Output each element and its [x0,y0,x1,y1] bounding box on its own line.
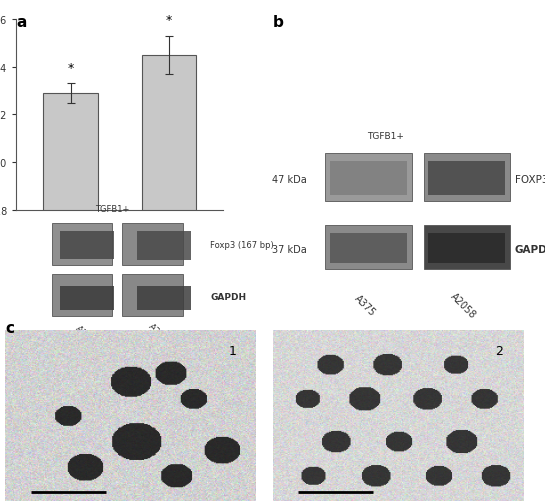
Text: TGFB1+: TGFB1+ [367,131,404,140]
Bar [123,275,183,317]
Bar [60,232,114,260]
Bar [325,153,411,201]
Text: 37 kDa: 37 kDa [272,244,307,255]
Text: c: c [5,321,15,336]
Bar [428,161,505,195]
Bar [330,161,407,195]
Bar [137,232,191,261]
Bar [60,286,114,310]
Text: GAPDH: GAPDH [210,293,246,302]
Bar [44,94,98,401]
Bar [123,223,183,265]
Text: *: * [166,14,172,27]
Text: b: b [272,15,283,30]
Text: A2058: A2058 [147,321,173,348]
Bar [423,153,510,201]
Text: *: * [68,62,74,75]
Text: A375: A375 [353,293,377,318]
Text: a: a [16,15,27,30]
Bar [52,275,112,317]
Text: GAPDH: GAPDH [514,244,545,255]
Text: Foxp3 (167 bp): Foxp3 (167 bp) [210,240,274,249]
Text: A375: A375 [73,323,96,346]
Text: A2058: A2058 [449,291,478,320]
Bar [325,225,411,270]
Text: 47 kDa: 47 kDa [272,174,307,184]
Text: 2: 2 [495,344,503,357]
Text: FOXP3: FOXP3 [514,174,545,184]
Bar [330,233,407,264]
Text: 1: 1 [228,344,236,357]
Bar [142,56,196,401]
Bar [428,233,505,264]
Bar [52,223,112,265]
Bar [137,286,191,310]
Text: TGFB1+: TGFB1+ [95,204,130,213]
Bar [423,225,510,270]
